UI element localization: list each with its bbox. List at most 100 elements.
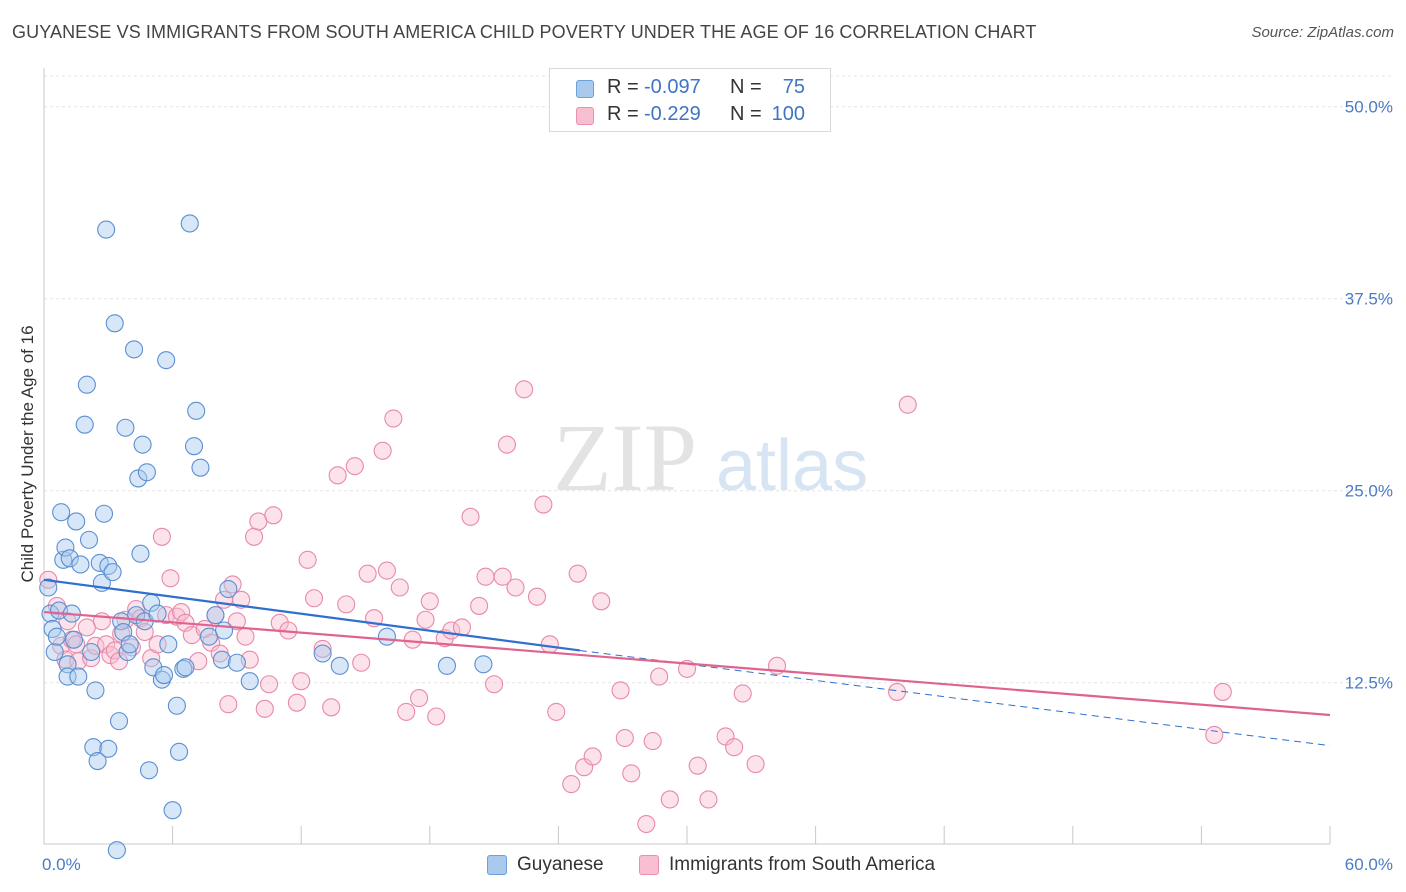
immigrants-point (688, 756, 707, 775)
guyanese-point (39, 578, 58, 597)
immigrants-point (527, 587, 547, 606)
immigrants-point (287, 693, 306, 712)
guyanese-point (84, 738, 103, 757)
legend-n-label: N = (730, 76, 762, 98)
guyanese-point (187, 401, 206, 420)
immigrants-point (1205, 725, 1224, 744)
guyanese-point (88, 752, 107, 771)
immigrants-point (322, 698, 341, 717)
immigrants-point (264, 506, 283, 525)
guyanese-point (240, 672, 259, 691)
x-tick-label-right: 60.0% (1345, 855, 1393, 874)
guyanese-point (97, 220, 116, 239)
watermark-atlas: atlas (716, 426, 868, 506)
guyanese-point (176, 658, 195, 677)
guyanese-point (86, 681, 105, 700)
immigrants-point (390, 578, 409, 597)
immigrants-point (313, 639, 332, 658)
immigrants-point (506, 578, 525, 597)
guyanese-point (167, 696, 186, 715)
legend-swatch-immigrants (639, 855, 659, 875)
immigrants-point (47, 596, 66, 615)
guyanese-point (124, 340, 144, 359)
immigrants-point (152, 527, 171, 546)
guyanese-point (212, 650, 231, 669)
immigrants-point (345, 457, 364, 476)
immigrants-point (476, 567, 495, 586)
guyanese-point (227, 653, 246, 672)
chart-source: Source: ZipAtlas.com (1251, 24, 1394, 41)
guyanese-point (56, 538, 75, 557)
y-tick-label: 50.0% (1345, 98, 1393, 117)
guyanese-point (99, 739, 118, 758)
guyanese-point (60, 549, 79, 568)
immigrants-point (249, 512, 268, 531)
immigrants-point (135, 622, 154, 642)
immigrants-point (515, 380, 534, 399)
guyanese-point (163, 801, 182, 820)
y-tick-labels: 12.5% 25.0% 37.5% 50.0% (1345, 98, 1393, 693)
immigrants-point (77, 618, 96, 637)
immigrants-point (1213, 682, 1232, 701)
immigrants-point (292, 672, 311, 691)
immigrants-point (236, 627, 255, 646)
trend-lines (43, 578, 1331, 747)
x-tick-label-left: 0.0% (42, 855, 81, 874)
immigrants-point (352, 653, 371, 672)
immigrants-point (461, 507, 480, 526)
immigrants-point (420, 592, 439, 611)
immigrants-point (397, 702, 416, 721)
legend-n-label: N = (730, 103, 762, 125)
immigrants-point (547, 702, 566, 721)
legend-swatch-guyanese (487, 855, 507, 875)
immigrants-point (298, 550, 317, 569)
correlation-legend: R = -0.097 N = 75 R = -0.229 N = 100 (549, 68, 831, 132)
watermark: ZIP atlas (553, 404, 868, 511)
guyanese-point (131, 544, 150, 563)
guyanese-point (109, 712, 129, 731)
guyanese-point (58, 655, 77, 674)
immigrants-point (377, 561, 396, 580)
guyanese-point (94, 504, 114, 523)
guyanese-point (169, 742, 189, 761)
guyanese-point (64, 630, 84, 649)
axes (43, 68, 1331, 845)
guyanese-point (69, 667, 88, 686)
guyanese-point (159, 635, 178, 654)
guyanese-point (191, 458, 210, 477)
immigrants-point (534, 495, 553, 514)
guyanese-point (152, 670, 171, 689)
immigrants-point (172, 603, 191, 622)
guyanese-point (67, 512, 86, 531)
guyanese-point (120, 635, 139, 654)
immigrants-point (643, 732, 662, 751)
legend-r-label: R = (607, 103, 639, 125)
legend-swatch-guyanese (576, 80, 594, 98)
guyanese-point (313, 644, 332, 663)
guyanese-point (71, 555, 90, 574)
immigrants-point (615, 728, 634, 748)
guyanese-point (206, 606, 225, 625)
guyanese-point (199, 627, 219, 646)
guyanese-point (157, 351, 176, 370)
legend-label-guyanese: Guyanese (517, 854, 604, 875)
guyanese-point (58, 667, 77, 686)
guyanese-point (180, 214, 199, 233)
immigrants-trend-line (43, 610, 1331, 717)
immigrants-point (898, 395, 917, 414)
immigrants-point (358, 564, 377, 583)
y-tick-label: 12.5% (1345, 674, 1393, 693)
guyanese-point (77, 375, 96, 394)
immigrants-point (259, 675, 279, 694)
y-tick-label: 37.5% (1345, 290, 1393, 309)
legend-r-value: -0.229 (644, 103, 701, 125)
immigrants-point (403, 630, 422, 649)
immigrants-point (568, 564, 587, 583)
guyanese-point (75, 415, 94, 434)
immigrants-point (733, 684, 752, 703)
grid-lines (44, 75, 1393, 684)
immigrants-point (650, 667, 669, 686)
immigrants-point (416, 610, 435, 629)
immigrants-point (660, 790, 679, 809)
